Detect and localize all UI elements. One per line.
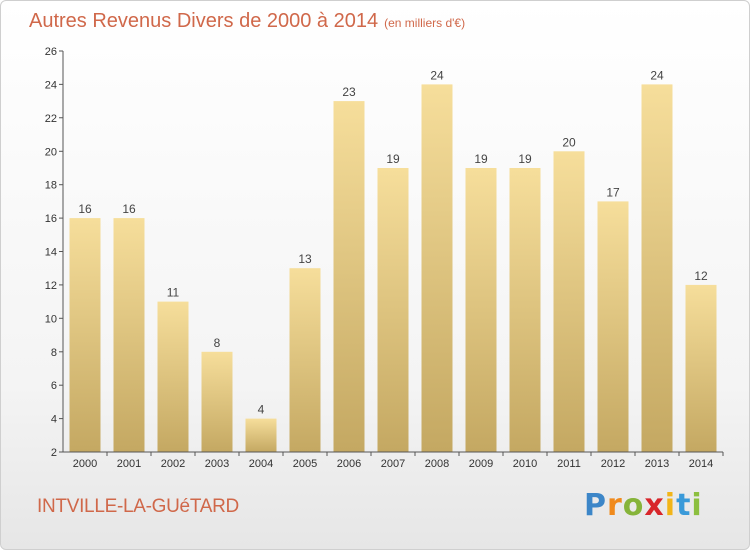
y-tick-label: 10 xyxy=(45,313,57,325)
bar-2007 xyxy=(377,168,409,452)
x-tick-label: 2011 xyxy=(557,458,581,470)
bar-value-label: 17 xyxy=(606,185,620,199)
x-tick-label: 2002 xyxy=(161,458,185,470)
bar-value-label: 20 xyxy=(562,135,576,149)
x-tick-label: 2014 xyxy=(689,458,713,470)
x-tick-label: 2005 xyxy=(293,458,317,470)
bar-2002 xyxy=(157,301,189,452)
bar-2004 xyxy=(245,418,277,452)
y-tick-label: 16 xyxy=(45,213,57,225)
x-tick-label: 2010 xyxy=(513,458,537,470)
bar-value-label: 4 xyxy=(258,403,265,417)
y-tick-label: 14 xyxy=(45,247,57,259)
x-tick-label: 2006 xyxy=(337,458,361,470)
bar-2011 xyxy=(553,151,585,453)
commune-name: INTVILLE-LA-GUéTARD xyxy=(37,496,239,517)
bar-2012 xyxy=(597,201,629,452)
x-tick-label: 2001 xyxy=(117,458,141,470)
bar-value-label: 19 xyxy=(518,152,532,166)
x-tick-label: 2008 xyxy=(425,458,449,470)
bar-2001 xyxy=(113,218,145,452)
y-tick-label: 4 xyxy=(51,414,57,426)
bar-value-label: 24 xyxy=(650,68,664,82)
y-tick-label: 24 xyxy=(45,79,57,91)
x-tick-label: 2012 xyxy=(601,458,625,470)
x-tick-label: 2007 xyxy=(381,458,405,470)
bar-value-label: 19 xyxy=(386,152,400,166)
y-tick-label: 20 xyxy=(45,146,57,158)
bar-2008 xyxy=(421,84,453,453)
bar-value-label: 24 xyxy=(430,68,444,82)
y-tick-label: 18 xyxy=(45,180,57,192)
chart-title: Autres Revenus Divers de 2000 à 2014 (en … xyxy=(29,10,465,33)
bar-2003 xyxy=(201,351,233,453)
bar-2006 xyxy=(333,101,365,452)
bar-2013 xyxy=(641,84,673,453)
chart-title-text: Autres Revenus Divers de 2000 à 2014 xyxy=(29,10,379,32)
bar-value-label: 11 xyxy=(167,286,180,300)
bar-value-label: 13 xyxy=(298,252,312,266)
x-tick-label: 2000 xyxy=(73,458,97,470)
y-tick-label: 26 xyxy=(45,46,57,58)
y-tick-label: 12 xyxy=(45,280,57,292)
y-tick-label: 8 xyxy=(51,347,57,359)
bar-2014 xyxy=(685,284,717,452)
y-tick-label: 6 xyxy=(51,380,57,392)
bar-2010 xyxy=(509,168,541,452)
y-tick-label: 22 xyxy=(45,113,57,125)
x-tick-label: 2004 xyxy=(249,458,273,470)
bar-2009 xyxy=(465,168,497,452)
chart-subtitle: (en milliers d'€) xyxy=(384,16,466,30)
bar-value-label: 12 xyxy=(694,269,708,283)
y-tick-label: 2 xyxy=(51,447,57,459)
bar-2005 xyxy=(289,268,321,452)
bar-value-label: 16 xyxy=(78,202,92,216)
x-tick-label: 2009 xyxy=(469,458,493,470)
x-tick-label: 2013 xyxy=(645,458,669,470)
bar-2000 xyxy=(69,218,101,452)
bar-value-label: 23 xyxy=(342,85,356,99)
bar-value-label: 8 xyxy=(214,336,221,350)
x-tick-label: 2003 xyxy=(205,458,229,470)
proxiti-logo: Proxiti xyxy=(584,488,703,523)
bar-value-label: 16 xyxy=(122,202,136,216)
bar-value-label: 19 xyxy=(474,152,488,166)
